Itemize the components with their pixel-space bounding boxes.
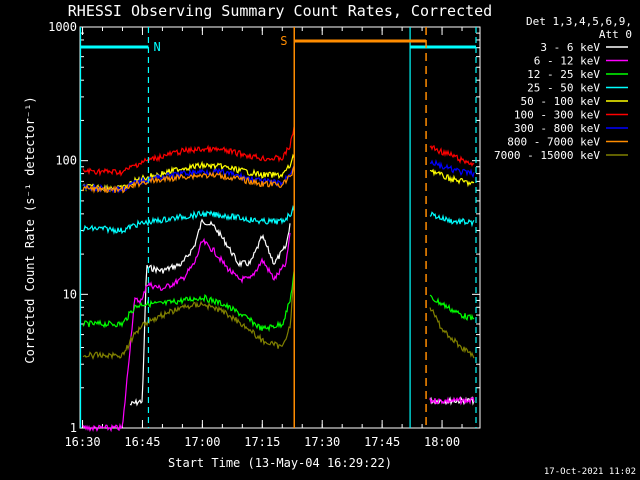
y-axis-label: Corrected Count Rate (s⁻¹ detector⁻¹): [23, 96, 37, 363]
plot-area: 16:30 16:45 17:00 17:15 17:30 17:45 18:00 1 10 10…: [48, 20, 481, 449]
legend-entry: 100 - 300 keV: [514, 109, 600, 122]
x-tick-label: 17:30: [304, 435, 340, 449]
x-tick-label: 17:15: [244, 435, 280, 449]
series-line: [129, 218, 475, 407]
footer-date: 17-Oct-2021 11:02: [544, 467, 636, 477]
legend-header: Att 0: [599, 28, 632, 41]
plot-frame: [79, 26, 481, 429]
x-tick-label: 16:30: [64, 435, 100, 449]
series-line: [82, 166, 295, 194]
series-line: [82, 232, 475, 433]
legend-entry: 800 - 7000 keV: [507, 136, 600, 149]
legend-entry: 300 - 800 keV: [514, 122, 600, 135]
legend-header: Det 1,3,4,5,6,9,: [526, 15, 632, 28]
legend-entry: 3 - 6 keV: [540, 41, 600, 54]
series-line: [82, 271, 475, 333]
legend-entry: 6 - 12 keV: [534, 55, 601, 68]
y-tick-label: 100: [55, 154, 77, 168]
chart-title: RHESSI Observing Summary Count Rates, Co…: [68, 2, 492, 20]
x-tick-label: 17:45: [364, 435, 400, 449]
night-label: N: [153, 40, 160, 54]
series-line: [82, 126, 475, 177]
y-tick-label: 10: [63, 287, 77, 301]
legend-entry: 12 - 25 keV: [527, 68, 600, 81]
legend-entry: 50 - 100 keV: [521, 95, 601, 108]
x-tick-label: 16:45: [124, 435, 160, 449]
saa-label: S: [280, 34, 287, 48]
y-tick-label: 1000: [48, 20, 77, 34]
legend-entry: 25 - 50 keV: [527, 82, 600, 95]
legend-entry: 7000 - 15000 keV: [494, 149, 600, 162]
x-tick-label: 17:00: [184, 435, 220, 449]
series-line: [82, 279, 475, 360]
y-tick-label: 1: [70, 421, 77, 435]
series-line: [82, 153, 475, 194]
series-line: [83, 159, 475, 194]
series-line: [82, 204, 475, 235]
x-tick-label: 18:00: [424, 435, 460, 449]
x-axis-label: Start Time (13-May-04 16:29:22): [168, 456, 392, 470]
